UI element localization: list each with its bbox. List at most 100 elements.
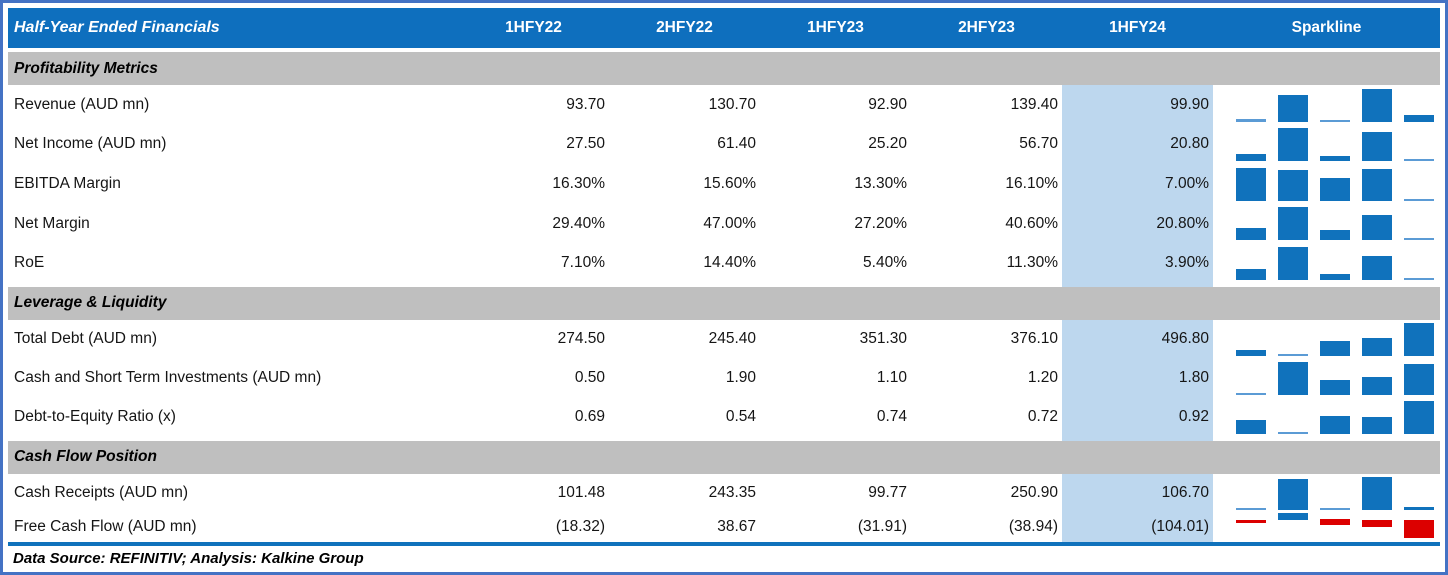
sparkline-slot [1356,401,1398,434]
value-cell: 15.60% [703,174,756,192]
sparkline-slot [1230,477,1272,510]
value-cell: 139.40 [1010,95,1058,113]
sparkline-slot [1398,168,1440,201]
sparkline-bar [1320,119,1350,122]
sparkline-bar [1236,118,1266,122]
table-row: Net Margin 29.40% 47.00% 27.20% 40.60% 20.80% [8,204,1440,244]
sparkline-bar [1362,215,1392,241]
sparkline-cell [1213,474,1440,513]
value-cell: 13.30% [854,174,907,192]
sparkline-bar [1404,198,1434,201]
value-cell: 20.80% [1156,214,1209,232]
sparkline-bar [1362,88,1392,122]
sparkline-slot [1230,89,1272,122]
sparkline-bar [1404,400,1434,434]
sparkline-slot [1272,323,1314,356]
value-cell: 250.90 [1010,484,1058,502]
value-cell: (38.94) [1008,517,1058,535]
value-cell: 0.54 [725,408,756,426]
sparkline-bar [1362,376,1392,395]
metric-label: Total Debt (AUD mn) [14,330,157,348]
metric-label: Revenue (AUD mn) [14,95,150,113]
sparkline-bar [1320,379,1350,395]
value-cell: 0.92 [1178,408,1209,426]
value-cell: 274.50 [557,330,605,348]
sparkline-slot [1230,323,1272,356]
value-cell: 1.20 [1027,369,1058,387]
sparkline-bar [1236,349,1266,356]
value-cell: 20.80 [1170,135,1209,153]
value-cell: 245.40 [708,330,756,348]
sparkline-bar [1236,519,1266,523]
value-cell: 14.40% [703,254,756,272]
value-cell: 99.90 [1170,95,1209,113]
column-header-1hfy24: 1HFY24 [1109,19,1166,36]
metric-label: Cash Receipts (AUD mn) [14,484,188,502]
sparkline-slot [1398,128,1440,162]
sparkline-bar [1362,132,1392,162]
sparkline-slot [1356,128,1398,162]
value-cell: 92.90 [868,95,907,113]
table-row: Total Debt (AUD mn) 274.50 245.40 351.30 376… [8,320,1440,359]
column-header-2hfy23: 2HFY23 [958,19,1015,36]
value-cell: 27.20% [854,214,907,232]
sparkline-slot [1356,513,1398,538]
sparkline-cell [1213,243,1440,283]
sparkline-slot [1314,362,1356,395]
sparkline-bar [1320,507,1350,510]
value-cell: 7.00% [1165,174,1209,192]
sparkline-slot [1314,89,1356,122]
value-cell: 38.67 [717,517,756,535]
metric-label: Debt-to-Equity Ratio (x) [14,408,176,426]
sparkline-slot [1356,207,1398,241]
sparkline-slot [1398,247,1440,280]
sparkline-cell [1213,359,1440,398]
sparkline-slot [1272,401,1314,434]
sparkline-slot [1314,513,1356,538]
sparkline-bar [1278,431,1308,434]
sparkline-bar [1236,167,1266,201]
sparkline-slot [1230,513,1272,538]
sparkline-bar [1404,363,1434,395]
sparkline-bar [1362,255,1392,280]
sparkline-slot [1230,128,1272,162]
metric-label: RoE [14,254,45,272]
page-title: Half-Year Ended Financials [14,19,220,36]
metric-label: Net Margin [14,214,90,232]
sparkline-bar [1362,337,1392,356]
sparkline-bar [1320,273,1350,280]
value-cell: (18.32) [555,517,605,535]
value-cell: 0.72 [1027,408,1058,426]
sparkline-slot [1356,323,1398,356]
sparkline-cell [1213,164,1440,204]
value-cell: 1.10 [876,369,907,387]
value-cell: 61.40 [717,135,756,153]
table-row: Revenue (AUD mn) 93.70 130.70 92.90 139.40 99… [8,85,1440,125]
value-cell: 27.50 [566,135,605,153]
sparkline-bar [1278,128,1308,162]
table-header-row: Half-Year Ended Financials 1HFY22 2HFY22… [8,8,1440,48]
sparkline-slot [1272,207,1314,241]
column-header-1hfy23: 1HFY23 [807,19,864,36]
sparkline-bar [1278,353,1308,356]
sparkline-slot [1398,89,1440,122]
sparkline-slot [1230,362,1272,395]
value-cell: 496.80 [1161,330,1209,348]
sparkline-bar [1404,277,1434,280]
value-cell: 7.10% [561,254,605,272]
metric-label: Free Cash Flow (AUD mn) [14,517,197,535]
value-cell: 243.35 [708,484,756,502]
sparkline-slot [1230,401,1272,434]
value-cell: 351.30 [859,330,907,348]
sparkline-cell [1213,125,1440,165]
bottom-rule [8,541,1440,546]
sparkline-slot [1398,362,1440,395]
value-cell: 16.30% [552,174,605,192]
sparkline-slot [1272,512,1314,538]
value-cell: 11.30% [1006,254,1058,272]
value-cell: 40.60% [1005,214,1058,232]
sparkline-bar [1404,519,1434,538]
sparkline-slot [1398,400,1440,434]
sparkline-bar [1404,322,1434,356]
